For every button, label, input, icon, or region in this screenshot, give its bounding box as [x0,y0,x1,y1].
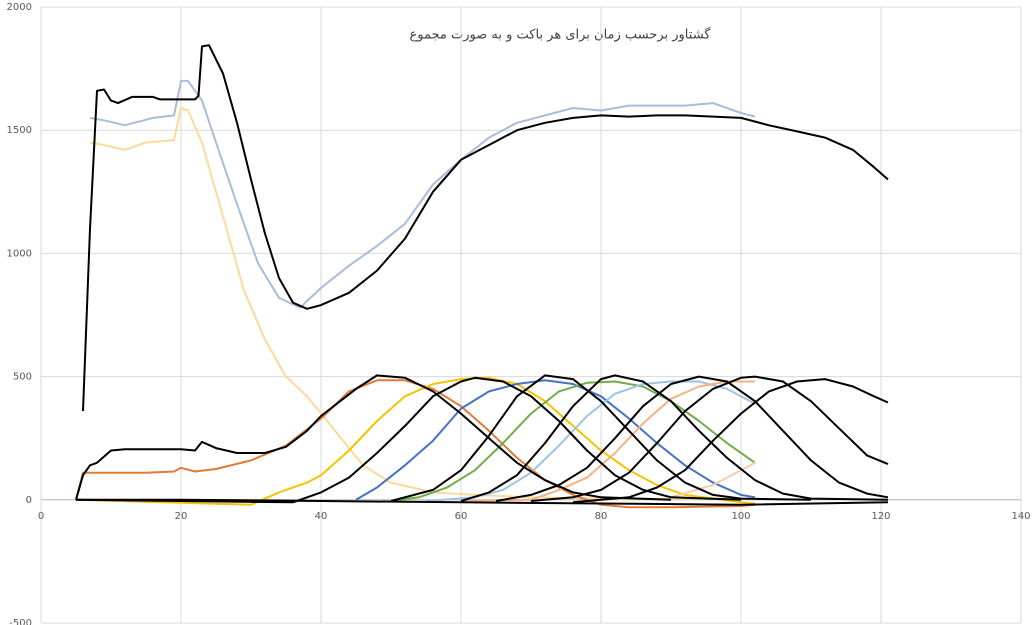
x-tick-label: 20 [175,511,188,522]
x-tick-label: 140 [1011,511,1030,522]
y-tick-label: 1500 [7,125,32,136]
x-tick-label: 40 [315,511,328,522]
series-line [390,380,756,502]
chart-title: گشتاور برحسب زمان برای هر باکت و به صورت… [410,27,712,43]
series-line [670,461,756,499]
y-tick-label: 0 [26,495,32,506]
x-tick-label: 60 [455,511,468,522]
series-line [572,378,889,504]
series-line [89,107,741,500]
series-line [75,374,672,501]
series-line [460,380,755,502]
series-line [425,380,756,502]
series-line [82,44,889,412]
series-line [76,498,889,506]
x-tick-label: 0 [38,511,44,522]
y-tick-label: 500 [13,372,32,383]
series-line [75,376,742,504]
series-line [390,374,812,502]
series-line [355,379,756,501]
y-tick-label: 1000 [7,248,32,259]
series-line [75,379,756,509]
series-line [530,375,889,502]
y-tick-label: 2000 [7,2,32,13]
series-line [460,374,889,502]
series-line [495,375,889,502]
y-tick-label: -500 [9,618,32,625]
x-tick-label: 120 [871,511,890,522]
x-tick-label: 100 [731,511,750,522]
x-tick-label: 80 [595,511,608,522]
series-line [75,376,756,506]
series-line [89,79,756,309]
